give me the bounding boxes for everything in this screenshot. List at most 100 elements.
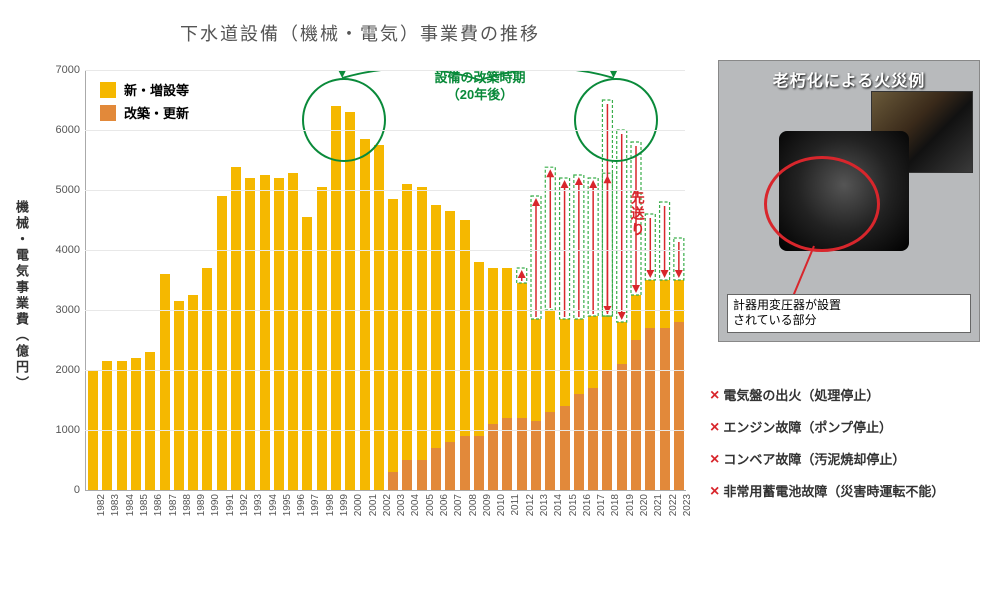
bar-seg-renew [645,328,655,490]
x-mark-icon: × [710,476,719,508]
highlight-circle-1999 [302,78,386,162]
bar-seg-new [360,139,370,490]
bar-seg-renew [560,406,570,490]
ytick-label: 3000 [50,304,80,316]
chart-title: 下水道設備（機械・電気）事業費の推移 [20,20,700,46]
failure-item: ×電気盤の出火（処理停止） [710,380,980,412]
gridline [85,130,685,131]
xtick-label: 2011 [510,494,521,516]
bar-seg-renew [445,442,455,490]
bar-seg-renew [617,364,627,490]
bar-seg-new [674,280,684,322]
photo-caption-line1: 計器用変圧器が設置 [733,298,841,312]
page-root: 下水道設備（機械・電気）事業費の推移 機械・電気事業費（億円） 新・増設等 改築… [0,0,1000,600]
failure-text: エンジン故障（ポンプ停止） [723,415,892,441]
bar-seg-renew [588,388,598,490]
bar-seg-renew [531,421,541,490]
gridline [85,70,685,71]
ytick-label: 2000 [50,364,80,376]
xtick-label: 2022 [668,494,679,516]
legend-swatch-new [100,82,116,98]
xtick-label: 1985 [139,494,150,516]
xtick-label: 1984 [125,494,136,516]
failure-item: ×エンジン故障（ポンプ停止） [710,412,980,444]
bar-seg-new [117,361,127,490]
bar-seg-new [560,319,570,406]
xtick-label: 1996 [296,494,307,516]
bar-seg-new [131,358,141,490]
sendori-label: 先送り [628,190,648,238]
x-mark-icon: × [710,412,719,444]
bar-seg-renew [674,322,684,490]
failure-item: ×コンベア故障（汚泥焼却停止） [710,444,980,476]
bar-seg-new [374,145,384,490]
gridline [85,430,685,431]
chart-legend: 新・増設等 改築・更新 [100,80,189,126]
xtick-label: 1995 [282,494,293,516]
xtick-label: 2020 [639,494,650,516]
xtick-label: 1986 [153,494,164,516]
xtick-label: 1993 [253,494,264,516]
bar-seg-renew [474,436,484,490]
xtick-label: 2021 [653,494,664,516]
bar-seg-new [245,178,255,490]
fire-example-photo: 老朽化による火災例 計器用変圧器が設置 されている部分 [718,60,980,342]
gridline [85,370,685,371]
ytick-label: 5000 [50,184,80,196]
xtick-label: 2017 [596,494,607,516]
xtick-label: 1982 [96,494,107,516]
bar-seg-new [431,205,441,448]
xtick-label: 2018 [610,494,621,516]
gridline [85,190,685,191]
xtick-label: 1983 [110,494,121,516]
xtick-label: 2016 [582,494,593,516]
photo-caption-line2: されている部分 [733,313,817,327]
bar-seg-new [488,268,498,424]
bar-seg-new [388,199,398,472]
x-mark-icon: × [710,444,719,476]
failure-text: 非常用蓄電池故障（災害時運転不能） [723,479,944,505]
xtick-label: 1997 [310,494,321,516]
xtick-label: 1987 [168,494,179,516]
ytick-label: 7000 [50,64,80,76]
xtick-label: 1994 [268,494,279,516]
cost-trend-chart: 下水道設備（機械・電気）事業費の推移 機械・電気事業費（億円） 新・増設等 改築… [20,40,700,570]
bar-seg-new [460,220,470,436]
xtick-label: 2005 [425,494,436,516]
rebuild-time-annotation: 設備の改築時期（20年後） [400,70,560,104]
ytick-label: 1000 [50,424,80,436]
legend-label-renew: 改築・更新 [124,103,189,122]
bar-seg-new [231,167,241,490]
ytick-label: 0 [50,484,80,496]
bar-seg-new [645,280,655,328]
bar-seg-new [202,268,212,490]
legend-item-new: 新・増設等 [100,80,189,99]
xtick-label: 2019 [625,494,636,516]
xtick-label: 2008 [468,494,479,516]
bar-seg-new [331,106,341,490]
xtick-label: 1991 [225,494,236,516]
xtick-label: 2013 [539,494,550,516]
x-mark-icon: × [710,380,719,412]
xtick-label: 2014 [553,494,564,516]
photo-caption: 計器用変圧器が設置 されている部分 [727,294,971,333]
failure-text: 電気盤の出火（処理停止） [723,383,879,409]
bar-seg-new [217,196,227,490]
failure-text: コンベア故障（汚泥焼却停止） [723,447,905,473]
bar-seg-new [574,319,584,394]
bar-seg-new [402,184,412,460]
xtick-label: 2000 [353,494,364,516]
bar-seg-renew [502,418,512,490]
bar-seg-renew [460,436,470,490]
bar-seg-renew [417,460,427,490]
bar-seg-new [145,352,155,490]
bar-seg-new [302,217,312,490]
xtick-label: 1990 [210,494,221,516]
legend-swatch-renew [100,105,116,121]
bar-seg-new [417,187,427,460]
bar-seg-renew [517,418,527,490]
bar-seg-new [502,268,512,418]
bar-seg-new [174,301,184,490]
xtick-label: 1998 [325,494,336,516]
xtick-label: 1988 [182,494,193,516]
